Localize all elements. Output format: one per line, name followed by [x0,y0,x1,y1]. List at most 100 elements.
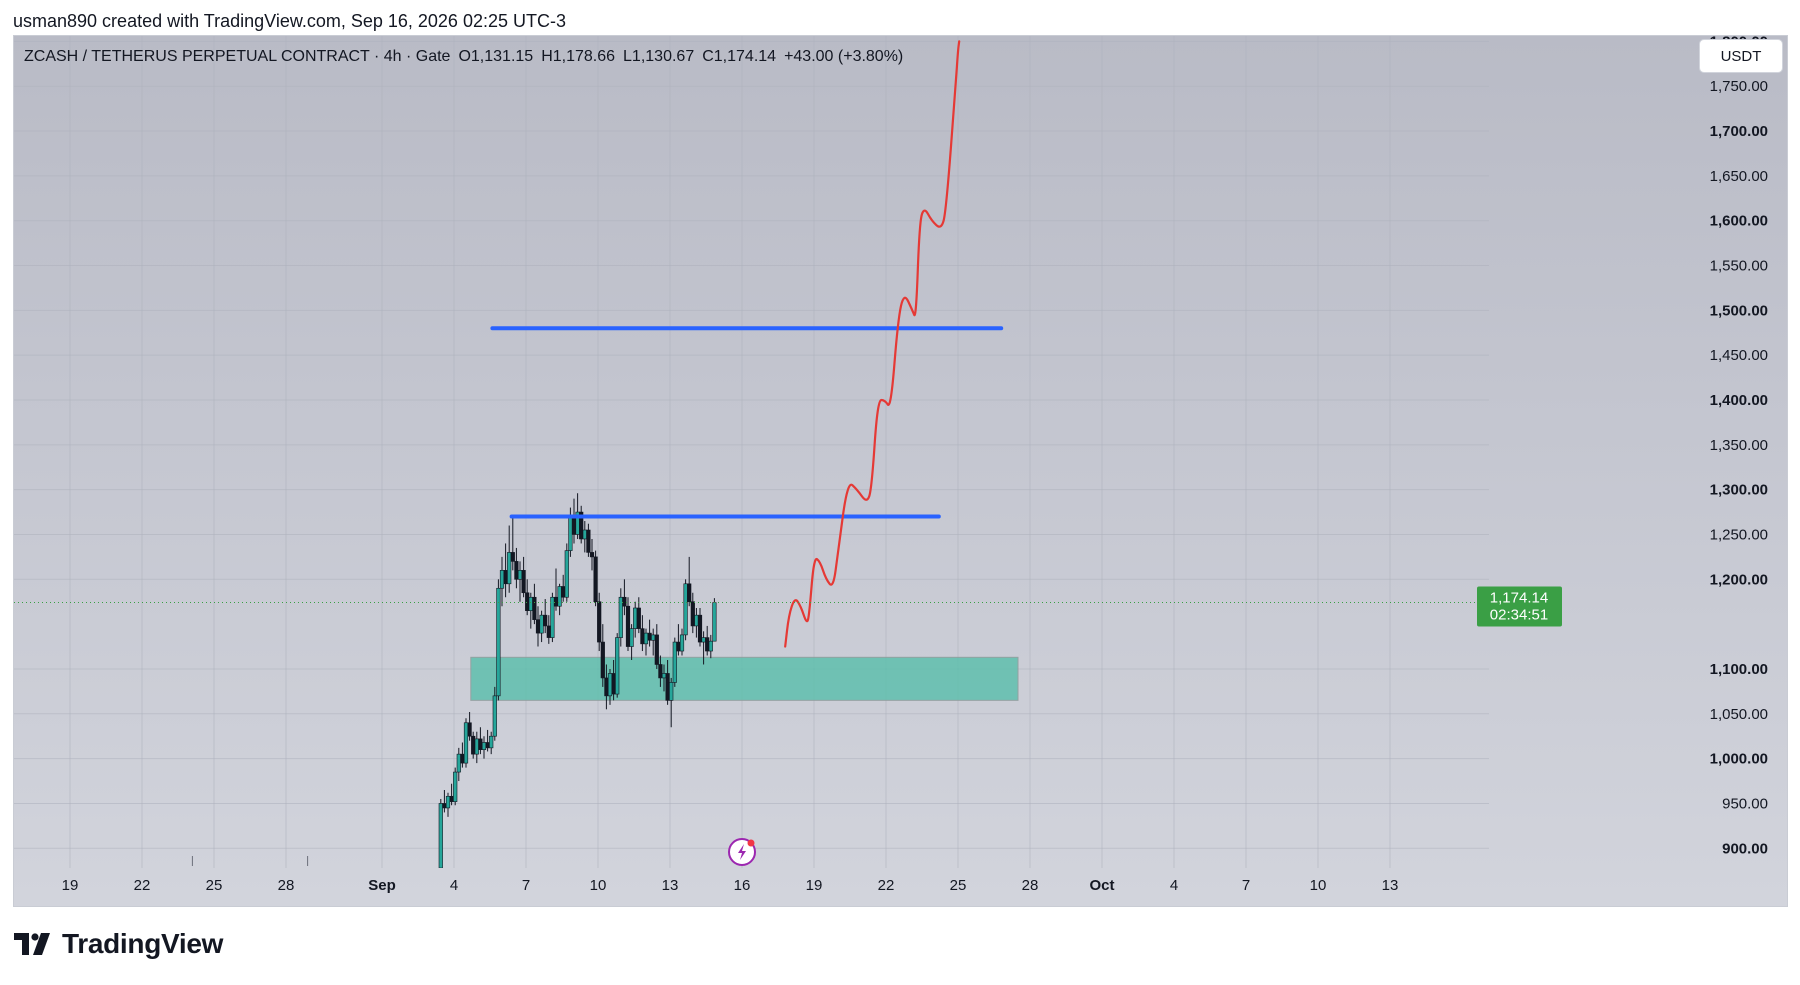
projection-layer [785,41,959,646]
candle-body [619,597,623,637]
candle-body [489,736,493,748]
y-tick-label: 1,450.00 [1710,347,1768,364]
tradingview-brand[interactable]: TradingView [14,928,223,960]
candle-body [504,570,508,583]
candle-body [691,602,695,626]
y-tick-label: 1,350.00 [1710,437,1768,454]
candle-body [655,635,659,665]
candle-body [709,641,713,651]
candle-body [633,608,637,629]
x-tick-label: 7 [1242,877,1250,894]
x-tick-label: 22 [134,877,151,894]
y-tick-label: 1,300.00 [1710,482,1768,499]
legend-symbol: ZCASH / TETHERUS PERPETUAL CONTRACT · 4h… [24,48,450,65]
candle-body [443,803,447,807]
candle-body [439,803,443,868]
candle-body [601,642,605,678]
candle-body [615,638,619,694]
candle-body [594,557,598,602]
x-tick-label: Oct [1089,877,1114,894]
candle-body [666,673,670,700]
candle-body [497,588,501,696]
notification-dot [748,840,755,847]
projection-path [785,41,959,646]
candle-body [659,664,663,677]
candle-body [695,615,699,626]
chart-grid [14,36,1489,868]
y-tick-label: 1,600.00 [1710,213,1768,230]
x-tick-label: 22 [878,877,895,894]
candle-body [446,796,450,808]
candle-body [713,603,717,642]
x-tick-label: 19 [62,877,79,894]
candle-body [644,633,648,644]
x-tick-label: 25 [950,877,967,894]
support-zone [471,657,1018,700]
y-tick-label: 1,500.00 [1710,302,1768,319]
y-tick-label: 900.00 [1722,840,1768,857]
y-tick-label: 1,750.00 [1710,78,1768,95]
y-tick-label: 1,700.00 [1710,123,1768,140]
candle-body [641,629,645,644]
candle-body [651,635,655,640]
y-tick-label: 1,100.00 [1710,661,1768,678]
candle-body [626,606,630,646]
candle-body [471,736,475,754]
level-lines-layer [492,328,1001,516]
candle-body [637,608,641,629]
ohlc-legend: ZCASH / TETHERUS PERPETUAL CONTRACT · 4h… [24,48,911,66]
candle-body [475,739,479,754]
support-zone-layer [471,657,1018,700]
candle-body [493,696,497,736]
candle-body [486,742,490,747]
candle-body [507,552,511,583]
tradingview-wordmark: TradingView [62,928,223,960]
y-tick-label: 1,050.00 [1710,706,1768,723]
x-tick-label: 13 [1382,877,1399,894]
candle-body [479,739,483,750]
x-tick-label: 10 [1310,877,1327,894]
x-tick-label: 4 [450,877,458,894]
candle-body [511,552,515,561]
candle-body [677,642,681,651]
current-price-countdown: 02:34:51 [1490,606,1548,623]
x-tick-label: 7 [522,877,530,894]
candle-body [500,570,504,588]
candle-body [522,570,526,592]
legend-low: L1,130.67 [623,48,694,65]
candle-body [529,597,533,610]
y-tick-label: 1,250.00 [1710,526,1768,543]
candle-body [684,584,688,635]
legend-high: H1,178.66 [541,48,615,65]
candle-body [561,586,565,597]
current-price-value: 1,174.14 [1490,589,1548,606]
x-tick-label: 19 [806,877,823,894]
candle-body [662,673,666,677]
candle-body [515,561,519,579]
candle-body [453,772,457,802]
candle-body [648,633,652,640]
x-tick-label: 28 [1022,877,1039,894]
candle-body [673,642,677,682]
y-tick-label: 1,200.00 [1710,571,1768,588]
x-tick-label: Sep [368,877,396,894]
candle-body [705,638,709,651]
candle-body [687,584,691,602]
candle-body [597,602,601,642]
candle-body [605,678,609,696]
candle-body [587,530,591,552]
candle-body [518,570,522,579]
candle-body [540,615,544,633]
y-tick-label: 1,400.00 [1710,392,1768,409]
currency-button[interactable]: USDT [1699,39,1783,73]
y-tick-label: 1,550.00 [1710,258,1768,275]
candle-body [698,615,702,642]
tradingview-logo-icon [14,933,54,955]
candle-body [551,597,555,637]
legend-open: O1,131.15 [458,48,533,65]
candle-body [623,597,627,606]
y-tick-label: 950.00 [1722,795,1768,812]
chart-icons [729,839,755,865]
